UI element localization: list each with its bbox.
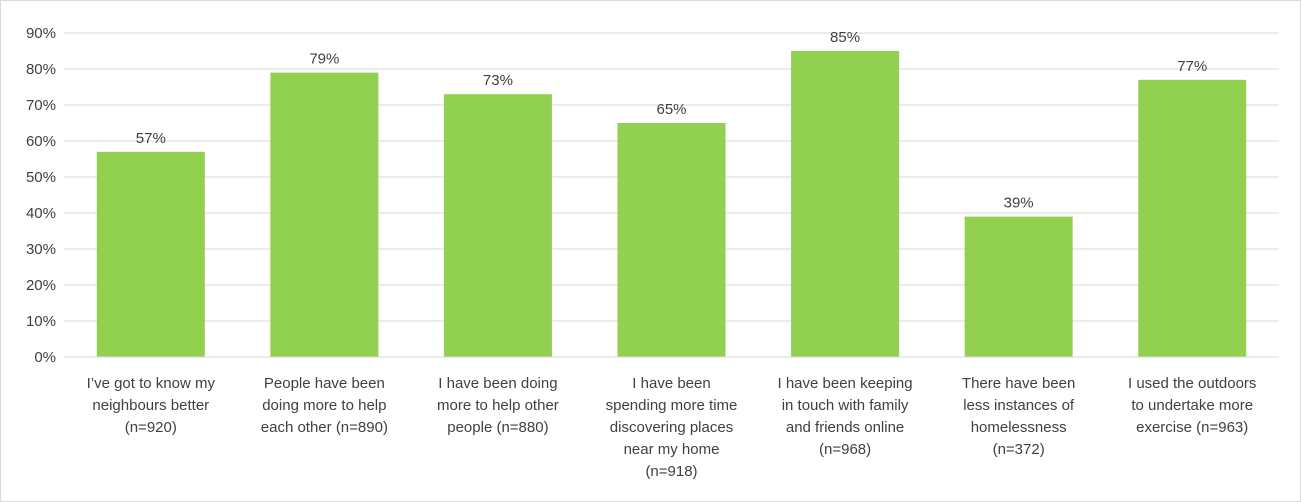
y-tick-label: 80% — [26, 61, 56, 78]
category-label-line: There have been — [962, 375, 1075, 392]
category-label-line: each other (n=890) — [261, 419, 388, 436]
category-label: I have been keeping in touch with family a… — [778, 375, 913, 458]
category-label-line: neighbours better — [92, 397, 209, 414]
y-tick-label: 0% — [34, 349, 56, 366]
category-label-line: People have been — [264, 375, 385, 392]
bar — [270, 72, 379, 357]
y-tick-label: 50% — [26, 169, 56, 186]
y-axis-ticks: 0% 10% 20% 30% 40% 50% 60% 70% 80% 90% — [26, 25, 56, 366]
category-label: I used the outdoors to undertake more exer… — [1128, 375, 1256, 436]
data-label: 39% — [1004, 195, 1034, 212]
bars — [96, 51, 1247, 358]
data-label: 65% — [656, 101, 686, 118]
category-label-line: (n=920) — [125, 419, 177, 436]
category-label: I’ve got to know my neighbours better (n=9… — [87, 375, 216, 436]
y-tick-label: 40% — [26, 205, 56, 222]
y-tick-label: 30% — [26, 241, 56, 258]
category-label-line: to undertake more — [1131, 397, 1253, 414]
category-label: I have been doing more to help other peopl… — [437, 375, 559, 436]
y-tick-label: 90% — [26, 25, 56, 42]
category-label-line: exercise (n=963) — [1136, 419, 1248, 436]
category-label-line: homelessness — [971, 419, 1067, 436]
category-label-line: I’ve got to know my — [87, 375, 216, 392]
category-label-line: I used the outdoors — [1128, 375, 1256, 392]
category-label-line: spending more time — [606, 397, 738, 414]
category-label: There have been less instances of homeless… — [962, 375, 1075, 458]
bar — [791, 51, 900, 357]
bar — [964, 216, 1073, 357]
bar — [1138, 79, 1247, 358]
data-label: 73% — [483, 72, 513, 89]
category-label-line: more to help other — [437, 397, 559, 414]
bar — [96, 151, 205, 357]
y-tick-label: 10% — [26, 313, 56, 330]
category-label-line: people (n=880) — [447, 419, 548, 436]
category-label: People have been doing more to help each o… — [261, 375, 388, 436]
bar — [617, 123, 726, 357]
category-label-line: (n=372) — [993, 441, 1045, 458]
category-label-line: in touch with family — [782, 397, 909, 414]
category-label-line: near my home — [624, 441, 720, 458]
data-label: 57% — [136, 130, 166, 147]
category-label-line: I have been doing — [438, 375, 557, 392]
category-labels: I’ve got to know my neighbours better (n=9… — [87, 375, 1257, 480]
category-label: I have been spending more time discovering… — [606, 375, 738, 480]
category-label-line: I have been keeping — [778, 375, 913, 392]
data-label: 77% — [1177, 58, 1207, 75]
bar — [443, 94, 552, 357]
y-tick-label: 70% — [26, 97, 56, 114]
data-labels: 57% 79% 73% 65% 85% 39% 77% — [136, 29, 1207, 212]
category-label-line: less instances of — [963, 397, 1075, 414]
category-label-line: discovering places — [610, 419, 733, 436]
y-tick-label: 60% — [26, 133, 56, 150]
category-label-line: and friends online — [786, 419, 904, 436]
data-label: 79% — [309, 51, 339, 68]
data-label: 85% — [830, 29, 860, 46]
category-label-line: (n=968) — [819, 441, 871, 458]
category-label-line: I have been — [632, 375, 710, 392]
y-tick-label: 20% — [26, 277, 56, 294]
category-label-line: (n=918) — [645, 463, 697, 480]
category-label-line: doing more to help — [262, 397, 386, 414]
